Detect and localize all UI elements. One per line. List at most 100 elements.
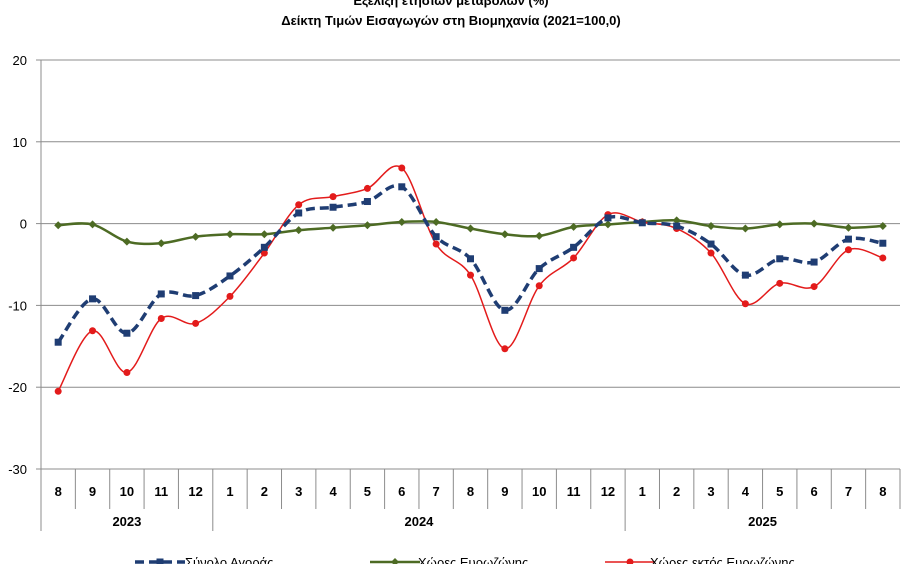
data-point (192, 319, 200, 327)
data-point (707, 240, 715, 248)
data-point (398, 164, 406, 172)
x-tick-label: 4 (329, 484, 337, 499)
data-point (260, 243, 268, 251)
year-label: 2025 (748, 514, 777, 529)
x-tick-label: 5 (776, 484, 783, 499)
data-point (226, 292, 234, 300)
data-point (535, 282, 543, 290)
x-tick-label: 9 (501, 484, 508, 499)
data-point (467, 271, 474, 279)
data-point (54, 338, 62, 346)
x-tick-label: 3 (295, 484, 302, 499)
x-tick-label: 9 (89, 484, 96, 499)
x-tick-label: 2 (673, 484, 680, 499)
legend-label: Χώρες εκτός Ευρωζώνης (650, 555, 795, 564)
x-tick-label: 1 (226, 484, 233, 499)
data-point (879, 239, 887, 247)
data-point (844, 246, 852, 254)
x-tick-label: 11 (567, 484, 581, 499)
data-point (157, 239, 166, 248)
data-point (879, 254, 887, 262)
data-point (500, 230, 509, 239)
data-point (54, 387, 62, 395)
y-tick-label: -10 (8, 298, 27, 313)
x-tick-label: 12 (188, 484, 202, 499)
data-point (54, 221, 63, 230)
data-point (466, 224, 475, 233)
x-tick-label: 7 (845, 484, 852, 499)
data-point (397, 217, 406, 226)
data-point (123, 329, 131, 337)
data-point (432, 240, 440, 248)
legend-marker (626, 558, 634, 564)
data-point (672, 216, 681, 225)
data-point (810, 219, 819, 228)
x-tick-label: 2 (261, 484, 268, 499)
data-point (88, 220, 97, 229)
year-label: 2023 (112, 514, 141, 529)
data-point (776, 255, 784, 263)
data-point (225, 230, 234, 239)
data-point (604, 214, 612, 222)
data-point (844, 223, 853, 232)
data-point (810, 283, 818, 291)
data-point (123, 368, 131, 376)
x-tick-label: 12 (601, 484, 615, 499)
y-tick-label: 20 (13, 53, 27, 68)
data-point (741, 271, 749, 279)
data-point (878, 222, 887, 231)
data-point (638, 219, 646, 227)
data-point (122, 237, 131, 246)
data-point (741, 224, 750, 233)
x-tick-label: 6 (398, 484, 405, 499)
data-point (294, 226, 303, 235)
data-point (398, 183, 406, 191)
data-point (535, 231, 544, 240)
data-point (89, 327, 97, 335)
data-point (329, 203, 337, 211)
x-tick-label: 11 (154, 484, 168, 499)
data-point (363, 198, 371, 206)
data-point (260, 230, 269, 239)
data-point (570, 243, 578, 251)
data-point (844, 235, 852, 243)
x-tick-label: 10 (120, 484, 134, 499)
data-point (810, 258, 818, 266)
y-tick-label: 0 (20, 217, 27, 232)
legend-label: Σύνολο Αγοράς (185, 555, 273, 564)
data-point (501, 345, 509, 353)
x-tick-label: 5 (364, 484, 371, 499)
data-point (741, 300, 749, 308)
series-line (56, 183, 884, 344)
data-point (157, 290, 165, 298)
x-tick-label: 4 (742, 484, 750, 499)
x-tick-label: 6 (810, 484, 817, 499)
data-point (192, 292, 200, 300)
data-point (570, 254, 578, 262)
data-point (260, 249, 268, 257)
x-tick-label: 8 (879, 484, 886, 499)
data-point (432, 233, 440, 241)
y-tick-label: 10 (13, 135, 27, 150)
data-point (707, 222, 716, 231)
data-point (776, 279, 784, 287)
data-point (295, 209, 303, 217)
data-point (329, 223, 338, 232)
legend-marker (156, 558, 164, 564)
data-point (467, 255, 474, 263)
data-point (432, 217, 441, 226)
y-tick-label: -30 (8, 462, 27, 477)
data-point (501, 306, 509, 314)
data-point (535, 265, 543, 273)
x-tick-label: 3 (707, 484, 714, 499)
chart-subtitle: Δείκτη Τιμών Εισαγωγών στη Βιομηχανία (2… (281, 13, 621, 28)
y-tick-label: -20 (8, 380, 27, 395)
data-point (363, 184, 371, 192)
data-point (157, 314, 165, 322)
legend-marker (391, 558, 399, 564)
data-point (226, 272, 234, 280)
x-tick-label: 10 (532, 484, 546, 499)
data-point (329, 193, 337, 201)
x-tick-label: 8 (467, 484, 474, 499)
